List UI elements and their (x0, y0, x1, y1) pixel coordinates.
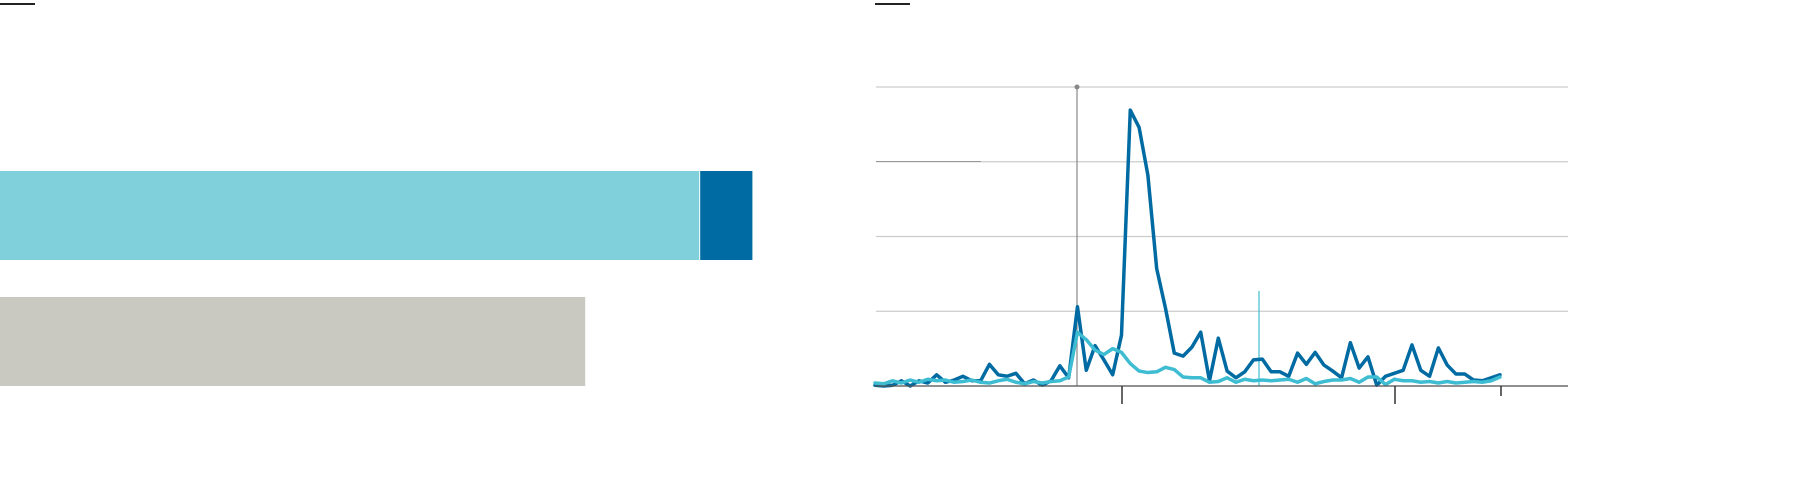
bar-segment (700, 171, 753, 260)
lines (873, 108, 1502, 388)
line-series (873, 330, 1502, 387)
grid (876, 86, 1568, 387)
annotation-dot (1074, 84, 1080, 90)
bar-segment (0, 297, 586, 386)
line-series (873, 108, 1502, 388)
bar-segment (0, 171, 700, 260)
